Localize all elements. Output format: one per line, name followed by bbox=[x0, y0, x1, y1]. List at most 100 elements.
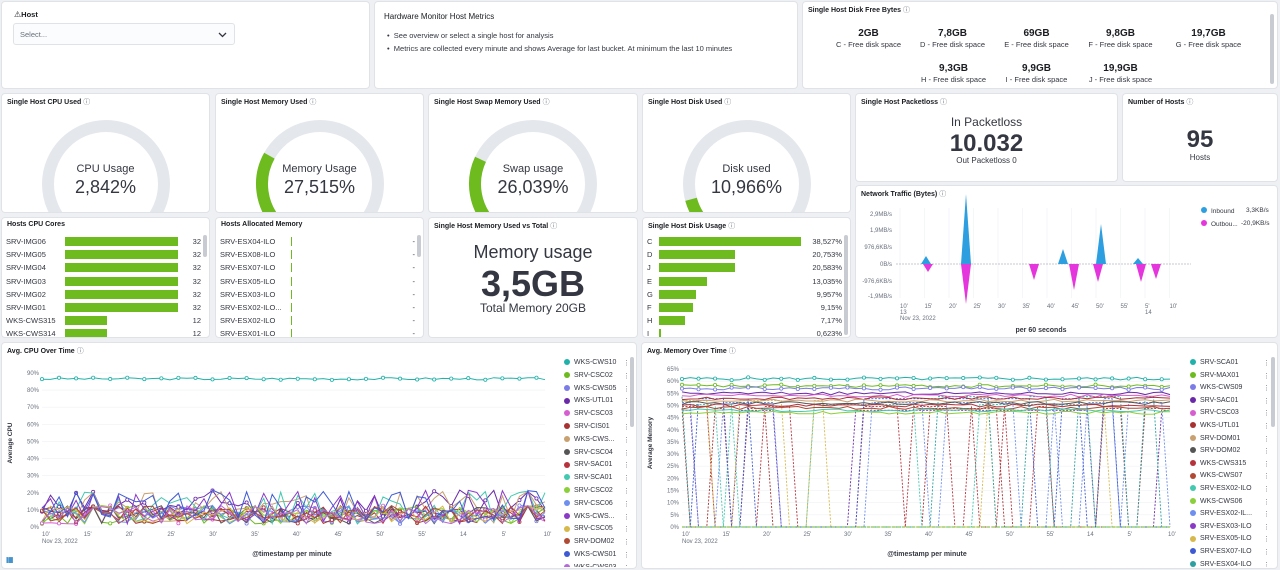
more-icon[interactable]: ⋮ bbox=[623, 385, 630, 393]
more-icon[interactable]: ⋮ bbox=[1263, 397, 1270, 405]
more-icon[interactable]: ⋮ bbox=[623, 475, 630, 483]
legend-item[interactable]: SRV-CSC02 ⋮ bbox=[564, 372, 630, 380]
list-item[interactable]: SRV-ESX04-ILO - bbox=[216, 235, 423, 248]
legend-item[interactable]: SRV-SAC01 ⋮ bbox=[1190, 397, 1270, 405]
legend-item[interactable]: WKS-CWS05 ⋮ bbox=[564, 385, 630, 393]
more-icon[interactable]: ⋮ bbox=[1263, 536, 1270, 544]
legend-item[interactable]: WKS-CWS07 ⋮ bbox=[1190, 472, 1270, 481]
list-item[interactable]: SRV-IMG03 32 bbox=[2, 275, 209, 288]
more-icon[interactable]: ⋮ bbox=[1263, 448, 1270, 456]
list-item[interactable]: SRV-ESX02-ILO - bbox=[216, 314, 423, 327]
legend-item[interactable]: SRV-CSC04 ⋮ bbox=[564, 449, 630, 457]
more-icon[interactable]: ⋮ bbox=[623, 436, 630, 444]
list-item[interactable]: SRV-ESX05-ILO - bbox=[216, 275, 423, 288]
more-icon[interactable]: ⋮ bbox=[623, 424, 630, 431]
more-icon[interactable]: ⋮ bbox=[623, 564, 630, 567]
legend-item[interactable]: WKS-CWS06 ⋮ bbox=[1190, 498, 1270, 506]
legend-item[interactable]: Inbound bbox=[1201, 207, 1235, 215]
legend-item[interactable]: SRV-CSC03 ⋮ bbox=[564, 410, 630, 419]
more-icon[interactable]: ⋮ bbox=[623, 462, 630, 470]
list-item[interactable]: SRV-ESX03-ILO - bbox=[216, 288, 423, 301]
legend-item[interactable]: WKS-CWS... ⋮ bbox=[564, 436, 630, 444]
legend-item[interactable]: SRV-MAX01 ⋮ bbox=[1190, 372, 1270, 380]
legend-item[interactable]: SRV-ESX02-ILO ⋮ bbox=[1190, 485, 1270, 493]
legend-item[interactable]: SRV-CSC02 ⋮ bbox=[564, 487, 630, 495]
more-icon[interactable]: ⋮ bbox=[623, 411, 630, 419]
host-select[interactable]: Select... bbox=[13, 23, 235, 45]
legend-item[interactable]: Outbou... bbox=[1201, 220, 1238, 228]
legend-item[interactable]: SRV-SAC01 ⋮ bbox=[564, 461, 630, 470]
more-icon[interactable]: ⋮ bbox=[1263, 523, 1270, 531]
more-icon[interactable]: ⋮ bbox=[1263, 360, 1270, 367]
scrollbar[interactable] bbox=[1270, 14, 1274, 84]
more-icon[interactable]: ⋮ bbox=[1263, 511, 1270, 519]
scrollbar[interactable] bbox=[417, 235, 421, 257]
legend-item[interactable]: SRV-ESX02-IL... ⋮ bbox=[1190, 510, 1270, 519]
more-icon[interactable]: ⋮ bbox=[1263, 435, 1270, 443]
more-icon[interactable]: ⋮ bbox=[623, 526, 630, 534]
legend-item[interactable]: SRV-ESX04-ILO ⋮ bbox=[1190, 561, 1270, 567]
list-item[interactable]: WKS-CWS315 12 bbox=[2, 314, 209, 327]
legend-item[interactable]: WKS-CWS09 ⋮ bbox=[1190, 384, 1270, 393]
more-icon[interactable]: ⋮ bbox=[623, 500, 630, 508]
more-icon[interactable]: ⋮ bbox=[623, 552, 630, 559]
more-icon[interactable]: ⋮ bbox=[1263, 486, 1270, 493]
scrollbar[interactable] bbox=[630, 357, 634, 427]
scrollbar[interactable] bbox=[844, 235, 848, 335]
more-icon[interactable]: ⋮ bbox=[623, 488, 630, 495]
more-icon[interactable]: ⋮ bbox=[623, 539, 630, 547]
list-item[interactable]: G 9,957% bbox=[643, 288, 850, 301]
legend-item[interactable]: WKS-CWS315 ⋮ bbox=[1190, 460, 1270, 468]
legend-item[interactable]: SRV-CSC05 ⋮ bbox=[564, 525, 630, 534]
more-icon[interactable]: ⋮ bbox=[1263, 410, 1270, 418]
legend-item[interactable]: SRV-ESX03-ILO ⋮ bbox=[1190, 523, 1270, 531]
more-icon[interactable]: ⋮ bbox=[623, 360, 630, 367]
list-item[interactable]: SRV-IMG01 32 bbox=[2, 301, 209, 314]
more-icon[interactable]: ⋮ bbox=[1263, 385, 1270, 393]
more-icon[interactable]: ⋮ bbox=[1263, 372, 1270, 380]
list-item[interactable]: F 9,15% bbox=[643, 301, 850, 314]
list-item[interactable]: SRV-IMG02 32 bbox=[2, 288, 209, 301]
list-item[interactable]: J 20,583% bbox=[643, 261, 850, 274]
more-icon[interactable]: ⋮ bbox=[1263, 498, 1270, 506]
legend-item[interactable]: WKS-CWS... ⋮ bbox=[564, 513, 630, 521]
legend-item[interactable]: WKS-CWS10 ⋮ bbox=[564, 359, 630, 367]
legend-item[interactable]: SRV-CSC06 ⋮ bbox=[564, 500, 630, 508]
list-item[interactable]: WKS-CWS314 12 bbox=[2, 327, 209, 337]
legend-item[interactable]: SRV-CIS01 ⋮ bbox=[564, 423, 630, 431]
list-item[interactable]: SRV-IMG05 32 bbox=[2, 248, 209, 261]
legend-item[interactable]: WKS-UTL01 ⋮ bbox=[564, 397, 630, 406]
list-item[interactable]: E 13,035% bbox=[643, 275, 850, 288]
legend-item[interactable]: WKS-CWS03 ⋮ bbox=[564, 564, 630, 567]
legend-item[interactable]: SRV-ESX05-ILO ⋮ bbox=[1190, 535, 1270, 544]
table-icon[interactable]: ▦ bbox=[6, 555, 14, 564]
scrollbar[interactable] bbox=[1271, 357, 1275, 427]
list-item[interactable]: I 0,623% bbox=[643, 327, 850, 337]
legend-item[interactable]: SRV-SCA01 ⋮ bbox=[564, 474, 630, 483]
legend-item[interactable]: WKS-CWS01 ⋮ bbox=[564, 551, 630, 559]
legend-item[interactable]: SRV-DOM01 ⋮ bbox=[1190, 435, 1270, 443]
legend-item[interactable]: SRV-ESX07-ILO ⋮ bbox=[1190, 548, 1270, 556]
list-item[interactable]: SRV-IMG06 32 bbox=[2, 235, 209, 248]
list-item[interactable]: SRV-ESX08-ILO - bbox=[216, 248, 423, 261]
legend-item[interactable]: WKS-UTL01 ⋮ bbox=[1190, 422, 1270, 430]
legend-item[interactable]: SRV-SCA01 ⋮ bbox=[1190, 359, 1270, 367]
more-icon[interactable]: ⋮ bbox=[1263, 473, 1270, 481]
more-icon[interactable]: ⋮ bbox=[623, 449, 630, 457]
scrollbar[interactable] bbox=[203, 235, 207, 257]
more-icon[interactable]: ⋮ bbox=[1263, 549, 1270, 556]
more-icon[interactable]: ⋮ bbox=[623, 513, 630, 521]
list-item[interactable]: D 20,753% bbox=[643, 248, 850, 261]
list-item[interactable]: SRV-IMG04 32 bbox=[2, 261, 209, 274]
more-icon[interactable]: ⋮ bbox=[623, 372, 630, 380]
legend-item[interactable]: SRV-DOM02 ⋮ bbox=[1190, 447, 1270, 456]
list-item[interactable]: SRV-ESX01-ILO - bbox=[216, 327, 423, 337]
legend-item[interactable]: SRV-CSC03 ⋮ bbox=[1190, 409, 1270, 418]
more-icon[interactable]: ⋮ bbox=[1263, 460, 1270, 468]
list-item[interactable]: C 38,527% bbox=[643, 235, 850, 248]
list-item[interactable]: H 7,17% bbox=[643, 314, 850, 327]
more-icon[interactable]: ⋮ bbox=[623, 398, 630, 406]
more-icon[interactable]: ⋮ bbox=[1263, 423, 1270, 430]
legend-item[interactable]: SRV-DOM02 ⋮ bbox=[564, 538, 630, 547]
list-item[interactable]: SRV-ESX07-ILO - bbox=[216, 261, 423, 274]
